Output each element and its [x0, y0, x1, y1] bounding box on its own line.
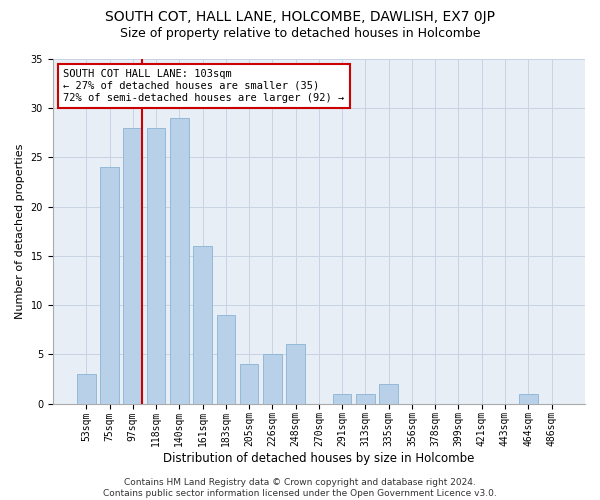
Bar	[100, 168, 119, 404]
Bar	[333, 394, 352, 404]
Text: Size of property relative to detached houses in Holcombe: Size of property relative to detached ho…	[120, 28, 480, 40]
Bar	[356, 394, 375, 404]
Bar	[379, 384, 398, 404]
Bar	[286, 344, 305, 404]
Bar	[217, 315, 235, 404]
Bar	[147, 128, 166, 404]
Y-axis label: Number of detached properties: Number of detached properties	[15, 144, 25, 319]
Bar	[124, 128, 142, 404]
X-axis label: Distribution of detached houses by size in Holcombe: Distribution of detached houses by size …	[163, 452, 475, 465]
Text: Contains HM Land Registry data © Crown copyright and database right 2024.
Contai: Contains HM Land Registry data © Crown c…	[103, 478, 497, 498]
Text: SOUTH COT HALL LANE: 103sqm
← 27% of detached houses are smaller (35)
72% of sem: SOUTH COT HALL LANE: 103sqm ← 27% of det…	[64, 70, 344, 102]
Bar	[77, 374, 95, 404]
Text: SOUTH COT, HALL LANE, HOLCOMBE, DAWLISH, EX7 0JP: SOUTH COT, HALL LANE, HOLCOMBE, DAWLISH,…	[105, 10, 495, 24]
Bar	[240, 364, 259, 404]
Bar	[170, 118, 188, 404]
Bar	[193, 246, 212, 404]
Bar	[519, 394, 538, 404]
Bar	[263, 354, 281, 404]
